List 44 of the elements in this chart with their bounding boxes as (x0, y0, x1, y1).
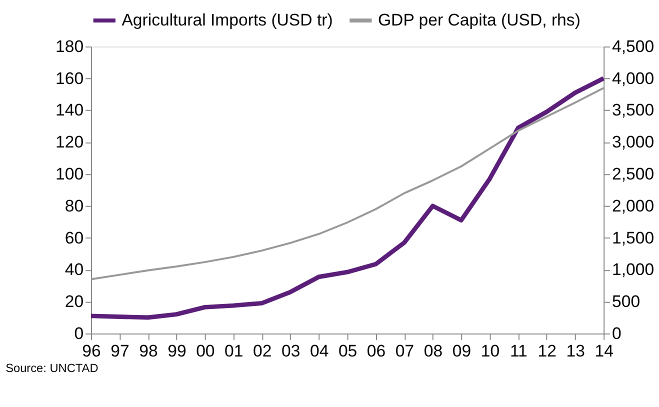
y-tick-label: 160 (56, 68, 84, 88)
y2-tick-label: 3,500 (612, 100, 654, 120)
y-tick-label: 140 (56, 100, 84, 120)
y-tick-label: 180 (56, 36, 84, 56)
y-tick-label: 80 (64, 196, 84, 216)
x-tick-label: 09 (452, 342, 472, 361)
x-tick-label: 01 (224, 342, 244, 361)
x-tick-label: 99 (168, 342, 186, 361)
x-tick-label: 13 (566, 342, 585, 361)
y-tick-label: 20 (64, 292, 84, 312)
y2-tick-label: 0 (612, 324, 622, 343)
y2-tick-label: 500 (612, 292, 640, 312)
y-tick-label: 0 (74, 324, 84, 343)
y-tick-label: 40 (64, 260, 84, 280)
legend-label: Agricultural Imports (USD tr) (122, 10, 333, 30)
line-series (90, 86, 605, 280)
x-tick-label: 04 (310, 342, 329, 361)
y2-tick-label: 1,000 (612, 260, 654, 280)
y2-tick-label: 2,500 (612, 164, 654, 184)
source-note: Source: UNCTAD (6, 361, 98, 376)
line-series (88, 76, 606, 320)
x-tick-label: 10 (480, 342, 500, 361)
x-tick-label: 11 (510, 342, 528, 361)
x-tick-label: 06 (366, 342, 386, 361)
x-tick-label: 07 (395, 342, 414, 361)
legend-label: GDP per Capita (USD, rhs) (378, 10, 580, 30)
x-tick-label: 97 (110, 342, 130, 361)
y2-tick-label: 2,000 (612, 196, 654, 216)
y2-tick-label: 4,500 (612, 36, 654, 56)
x-tick-label: 12 (538, 342, 556, 361)
x-tick-label: 02 (253, 342, 272, 361)
x-tick-label: 14 (594, 342, 614, 361)
x-tick-label: 96 (82, 342, 101, 361)
y-tick-label: 60 (64, 228, 84, 248)
y-tick-label: 100 (56, 164, 84, 184)
x-tick-label: 03 (282, 342, 300, 361)
y-tick-label: 120 (56, 132, 84, 152)
x-tick-label: 08 (424, 342, 443, 361)
x-tick-label: 00 (196, 342, 215, 361)
y2-tick-label: 4,000 (612, 68, 654, 88)
y2-tick-label: 3,000 (612, 132, 654, 152)
x-tick-label: 98 (139, 342, 158, 361)
y2-tick-label: 1,500 (612, 228, 654, 248)
x-tick-label: 05 (338, 342, 358, 361)
